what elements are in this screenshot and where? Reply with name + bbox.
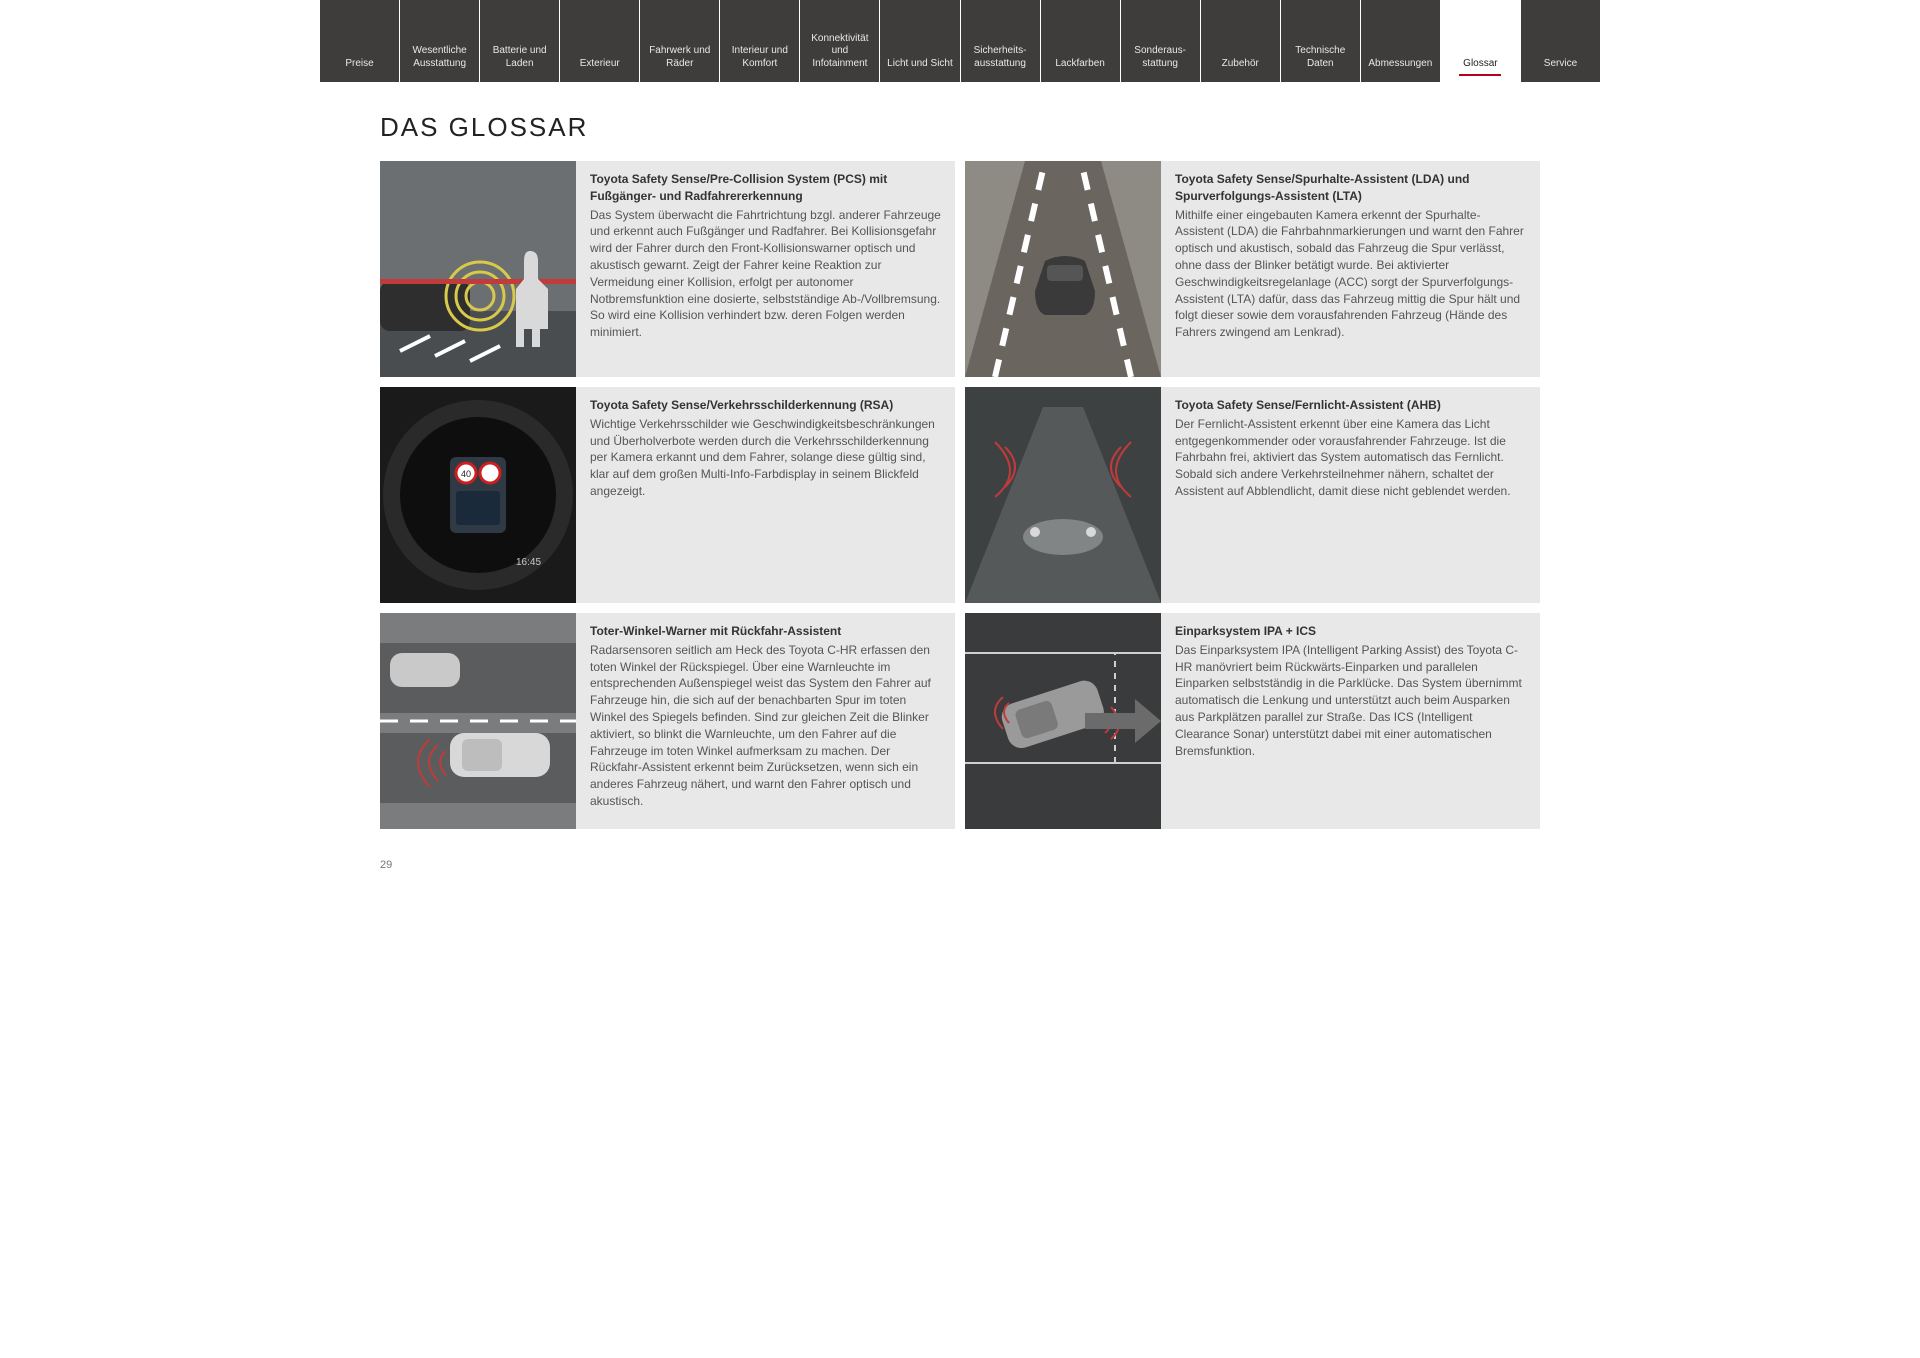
entry-body: Mithilfe einer eingebauten Kamera erkenn… — [1175, 208, 1524, 340]
glossary-entry: Toyota Safety Sense/Spurhalte-Assistent … — [965, 161, 1540, 377]
tab-interieur[interactable]: Interieur und Komfort — [720, 0, 800, 82]
glossary-entry: Toyota Safety Sense/Pre-Collision System… — [380, 161, 955, 377]
tab-lackfarben[interactable]: Lackfarben — [1041, 0, 1121, 82]
tab-licht[interactable]: Licht und Sicht — [880, 0, 960, 82]
entry-body: Das System überwacht die Fahrtrichtung b… — [590, 208, 941, 340]
thumb-ahb — [965, 387, 1161, 603]
tab-konnektivitaet[interactable]: Konnektivität und Infotainment — [800, 0, 880, 82]
glossary-entry: Toyota Safety Sense/Fernlicht-Assistent … — [965, 387, 1540, 603]
glossary-text: Toter-Winkel-Warner mit Rückfahr-Assiste… — [576, 613, 955, 829]
glossary-entry: Toter-Winkel-Warner mit Rückfahr-Assiste… — [380, 613, 955, 829]
entry-heading: Toyota Safety Sense/Fernlicht-Assistent … — [1175, 397, 1526, 414]
entry-heading: Toyota Safety Sense/Spurhalte-Assistent … — [1175, 171, 1526, 205]
glossary-entry: Einparksystem IPA + ICS Das Einparksyste… — [965, 613, 1540, 829]
entry-heading: Toyota Safety Sense/Pre-Collision System… — [590, 171, 941, 205]
thumb-pcs — [380, 161, 576, 377]
tab-zubehoer[interactable]: Zubehör — [1201, 0, 1281, 82]
page-number: 29 — [380, 859, 1540, 871]
entry-body: Radarsensoren seitlich am Heck des Toyot… — [590, 643, 931, 808]
tab-service[interactable]: Service — [1521, 0, 1600, 82]
tab-sonderausstattung[interactable]: Sonderaus-stattung — [1121, 0, 1201, 82]
thumb-blind-spot — [380, 613, 576, 829]
tab-bar: Preise Wesentliche Ausstattung Batterie … — [320, 0, 1600, 82]
glossary-text: Toyota Safety Sense/Fernlicht-Assistent … — [1161, 387, 1540, 603]
page-title: DAS GLOSSAR — [380, 112, 1540, 143]
entry-body: Der Fernlicht-Assistent erkennt über ein… — [1175, 417, 1511, 498]
svg-text:40: 40 — [461, 469, 471, 479]
glossary-text: Toyota Safety Sense/Pre-Collision System… — [576, 161, 955, 377]
glossary-text: Toyota Safety Sense/Verkehrsschilderkenn… — [576, 387, 955, 603]
thumb-ipa — [965, 613, 1161, 829]
tab-glossar[interactable]: Glossar — [1441, 0, 1521, 82]
page-content: DAS GLOSSAR — [320, 82, 1600, 891]
glossary-grid: Toyota Safety Sense/Pre-Collision System… — [380, 161, 1540, 829]
thumb-rsa: 40 16:45 — [380, 387, 576, 603]
thumb-lda — [965, 161, 1161, 377]
tab-batterie[interactable]: Batterie und Laden — [480, 0, 560, 82]
tab-fahrwerk[interactable]: Fahrwerk und Räder — [640, 0, 720, 82]
tab-technische-daten[interactable]: Technische Daten — [1281, 0, 1361, 82]
entry-heading: Einparksystem IPA + ICS — [1175, 623, 1526, 640]
glossary-entry: 40 16:45 Toyota Safety Sense/Verkehrssch… — [380, 387, 955, 603]
glossary-text: Toyota Safety Sense/Spurhalte-Assistent … — [1161, 161, 1540, 377]
tab-abmessungen[interactable]: Abmessungen — [1361, 0, 1441, 82]
glossary-text: Einparksystem IPA + ICS Das Einparksyste… — [1161, 613, 1540, 829]
tab-preise[interactable]: Preise — [320, 0, 400, 82]
entry-heading: Toyota Safety Sense/Verkehrsschilderkenn… — [590, 397, 941, 414]
tab-sicherheit[interactable]: Sicherheits-ausstattung — [961, 0, 1041, 82]
tab-exterieur[interactable]: Exterieur — [560, 0, 640, 82]
tab-ausstattung[interactable]: Wesentliche Ausstattung — [400, 0, 480, 82]
entry-body: Wichtige Verkehrsschilder wie Geschwindi… — [590, 417, 935, 498]
entry-body: Das Einparksystem IPA (Intelligent Parki… — [1175, 643, 1522, 758]
svg-text:16:45: 16:45 — [516, 557, 541, 568]
entry-heading: Toter-Winkel-Warner mit Rückfahr-Assiste… — [590, 623, 941, 640]
